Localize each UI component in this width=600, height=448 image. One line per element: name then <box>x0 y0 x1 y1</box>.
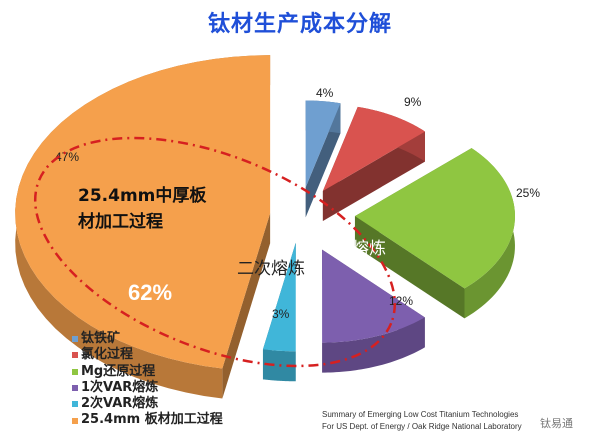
slice-side-face <box>354 216 465 319</box>
chart-title: 钛材生产成本分解 <box>207 12 392 37</box>
legend-swatch <box>72 368 78 375</box>
legend-item: 25.4mm 板材加工过程 <box>72 412 223 428</box>
slice-top-face <box>305 100 341 188</box>
slice-side-face <box>222 213 271 399</box>
legend-label: 钛铁矿 <box>81 331 121 346</box>
data-label-0: 4% <box>316 86 334 100</box>
pie-slice-1 <box>322 106 425 221</box>
legend-swatch <box>72 401 78 408</box>
legend-label: 25.4mm 板材加工过程 <box>81 412 223 428</box>
pie-slice-4 <box>262 242 296 382</box>
source-note: Summary of Emerging Low Cost Titanium Te… <box>322 409 522 433</box>
legend-swatch <box>72 352 78 359</box>
pie-slice-5 <box>15 55 271 399</box>
slice-top-face <box>262 242 296 352</box>
data-label-4: 3% <box>272 307 290 321</box>
data-label-3: 12% <box>389 294 413 308</box>
legend-label: Mg还原过程 <box>81 363 156 379</box>
legend-label: 氯化过程 <box>81 347 134 363</box>
slice-outer-face <box>262 349 296 382</box>
annotation-total: 62% <box>128 280 172 305</box>
slice-top-face <box>354 148 515 289</box>
legend-swatch <box>72 385 78 392</box>
legend-item: 氯化过程 <box>72 347 223 363</box>
legend-item: Mg还原过程 <box>72 364 223 380</box>
data-label-2: 25% <box>516 186 540 200</box>
data-label-5: 47% <box>55 150 79 164</box>
data-label-1: 9% <box>404 95 422 109</box>
slice-side-face <box>322 131 425 221</box>
highlight-ellipse <box>33 136 397 368</box>
source-line-1: Summary of Emerging Low Cost Titanium Te… <box>322 410 519 419</box>
source-line-2: For US Dept. of Energy / Oak Ridge Natio… <box>322 422 522 431</box>
legend-item: 钛铁矿 <box>72 331 223 347</box>
watermark: 钛易通 <box>540 417 573 430</box>
annotation-secondary-melting: 二次熔炼 <box>237 259 305 279</box>
slice-top-face <box>322 249 425 343</box>
annotation-primary-melting: 一次熔炼 <box>318 239 386 259</box>
pie-slice-0 <box>305 100 341 218</box>
annotation-plate-processing: 25.4mm中厚板材加工过程 <box>78 186 207 232</box>
legend-label: 2次VAR熔炼 <box>81 396 159 412</box>
legend-swatch <box>72 336 78 343</box>
slice-top-face <box>322 106 425 191</box>
legend-label: 1次VAR熔炼 <box>81 379 159 395</box>
pie-slice-2 <box>354 148 515 319</box>
slice-top-face <box>15 55 271 369</box>
legend: 钛铁矿 氯化过程 Mg还原过程 1次VAR熔炼 2次VAR熔炼 25.4mm 板… <box>72 331 223 429</box>
legend-item: 2次VAR熔炼 <box>72 396 223 412</box>
legend-item: 1次VAR熔炼 <box>72 380 223 396</box>
legend-swatch <box>72 417 78 424</box>
